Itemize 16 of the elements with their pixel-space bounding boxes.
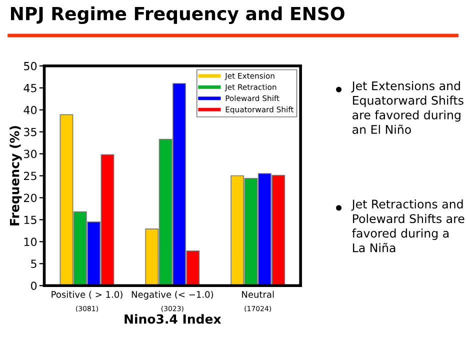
y-tick-label: 10 [24, 238, 37, 246]
y-tick-label: 40 [24, 106, 37, 114]
y-tick-label: 25 [24, 172, 36, 180]
y-axis-title: Frequency (%) [10, 126, 22, 226]
y-tick-label: 30 [24, 150, 37, 158]
y-tick-label: 45 [24, 84, 36, 92]
y-tick-label: 35 [24, 128, 36, 136]
y-tick-label: 15 [24, 216, 36, 224]
text: Jet Retractions and Poleward Shifts are favored during a La Niña [351, 199, 464, 252]
text: Jet Extensions and Equatorward Shifts are favored during an El Niño [351, 81, 464, 134]
y-tick-label: 50 [24, 62, 37, 70]
x-axis-title: Nino3.4 Index [124, 314, 222, 324]
y-tick-label: 0 [30, 282, 37, 290]
y-tick-label: 20 [24, 194, 37, 202]
chart-title: NPJ Regime Frequency and ENSO [10, 6, 344, 24]
y-tick-label: 5 [31, 260, 36, 268]
